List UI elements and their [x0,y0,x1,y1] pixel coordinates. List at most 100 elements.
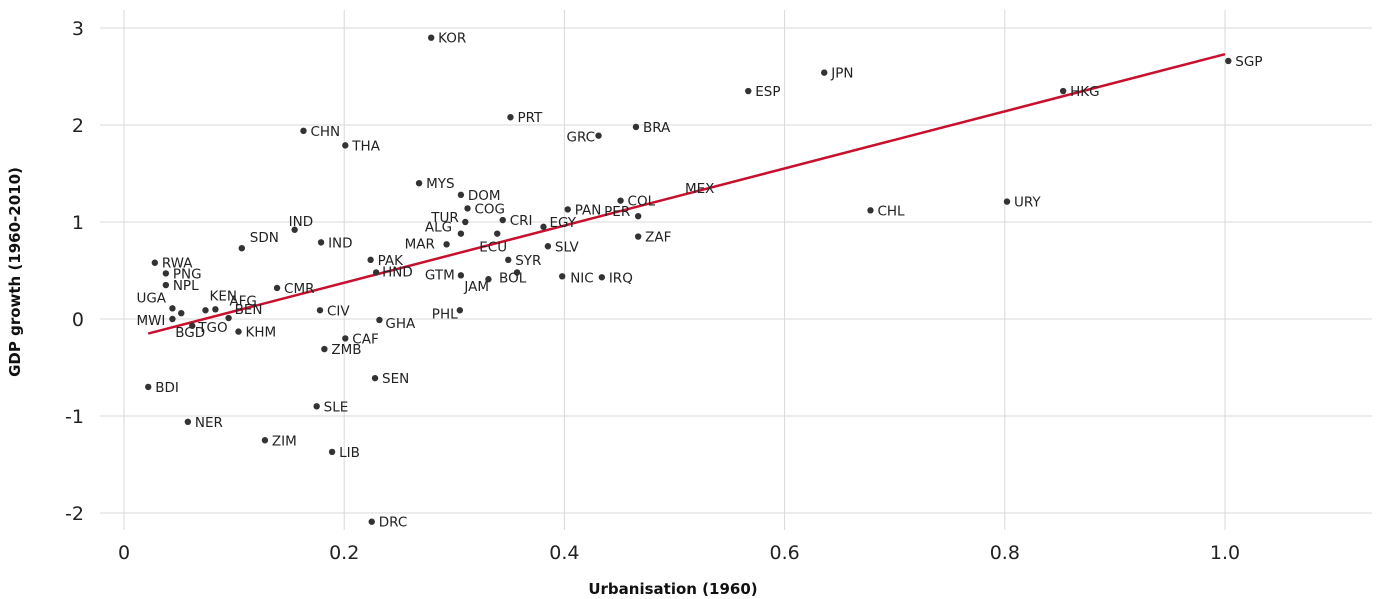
data-point-mex: MEX [685,181,714,197]
data-point-bgd: BGD [175,309,205,341]
point-marker [367,256,374,264]
point-label: MAR [405,236,435,252]
point-marker [376,316,383,324]
point-marker [443,241,450,248]
point-marker [499,216,506,224]
point-label: COL [628,194,656,210]
point-label: IND [289,214,313,230]
point-marker [328,448,336,456]
data-point-jpn: JPN [821,66,853,82]
point-marker [321,345,328,353]
data-point-per: PER [604,204,642,220]
trendline [147,52,1226,335]
data-point-tur: TUR [430,210,469,226]
y-tick-label: 1 [72,212,84,234]
data-point-ken: KEN [202,288,237,314]
point-marker [632,123,640,131]
point-label: BEN [235,302,263,318]
point-marker [178,309,185,317]
point-marker [456,307,464,314]
point-marker [162,281,170,289]
point-marker [342,142,349,149]
data-point-ben: BEN [225,302,263,322]
point-marker [464,205,471,212]
point-marker [291,226,298,233]
point-label: GRC [567,130,596,146]
point-label: THA [351,138,380,154]
point-marker [261,437,269,444]
data-point-dom: DOM [457,188,501,204]
x-tick-label: 1.0 [1210,542,1240,564]
x-tick-label: 0.4 [549,542,579,564]
point-marker [151,259,159,266]
point-marker [184,418,192,426]
data-point-uga: UGA [136,290,176,312]
point-label: CHL [877,203,905,219]
data-point-pan: PAN [564,202,602,218]
point-marker [634,212,642,220]
point-label: SLE [324,399,349,415]
data-point-ecu: ECU [479,230,507,256]
data-point-kor: KOR [427,31,466,47]
point-marker [634,233,642,240]
point-marker [505,256,512,264]
point-marker [238,244,246,252]
data-point-esp: ESP [745,84,781,100]
point-label: IND [328,235,352,251]
point-marker [162,270,170,277]
point-label: PNG [173,266,202,282]
point-label: ZAF [645,230,671,246]
y-tick-label: 0 [72,309,84,331]
point-marker [212,306,219,313]
point-marker [169,315,176,323]
point-label: GHA [385,316,416,332]
point-label: HKG [1070,84,1099,100]
point-marker [313,403,320,410]
data-point-irq: IRQ [598,270,633,286]
data-point-mys: MYS [415,176,455,192]
point-label: URY [1014,195,1041,211]
point-label: NER [195,415,223,431]
point-label: ECU [479,240,507,256]
data-point-cog: COG [464,201,505,217]
data-point-khm: KHM [235,325,276,341]
point-marker [507,114,514,121]
data-point-caf: CAF [342,331,379,347]
data-point-ury: URY [1003,195,1041,211]
data-point-bdi: BDI [145,380,179,396]
point-marker [342,335,349,342]
point-label: PAN [575,202,602,218]
point-label: DRC [379,515,408,531]
point-label: TGO [197,320,227,336]
data-point-rwa: RWA [151,256,193,272]
data-point-npl: NPL [162,278,199,294]
data-point-chl: CHL [867,203,905,219]
point-label: TUR [430,210,459,226]
point-label: MWI [136,313,165,329]
point-label: HND [382,264,413,280]
point-marker [513,269,521,276]
point-label: JAM [463,279,489,295]
data-point-zaf: ZAF [634,230,671,246]
point-marker [485,276,492,283]
point-marker [300,127,307,135]
data-point-zim: ZIM [261,433,297,449]
data-point-ind: IND [317,235,353,251]
point-marker [595,132,602,139]
point-marker [273,284,281,292]
point-label: LIB [339,445,360,461]
point-label: BRA [643,120,671,136]
point-marker [1003,198,1011,205]
point-marker [617,197,624,204]
data-point-col: COL [617,194,656,210]
data-point-cri: CRI [499,213,533,229]
point-label: CIV [327,303,350,319]
point-label: CMR [284,281,314,297]
point-label: JPN [830,66,853,82]
data-point-gha: GHA [376,316,416,332]
point-marker [372,269,380,276]
point-label: CRI [510,213,533,229]
y-tick-label: -2 [65,503,84,525]
point-marker [462,218,469,226]
point-marker [544,243,552,250]
